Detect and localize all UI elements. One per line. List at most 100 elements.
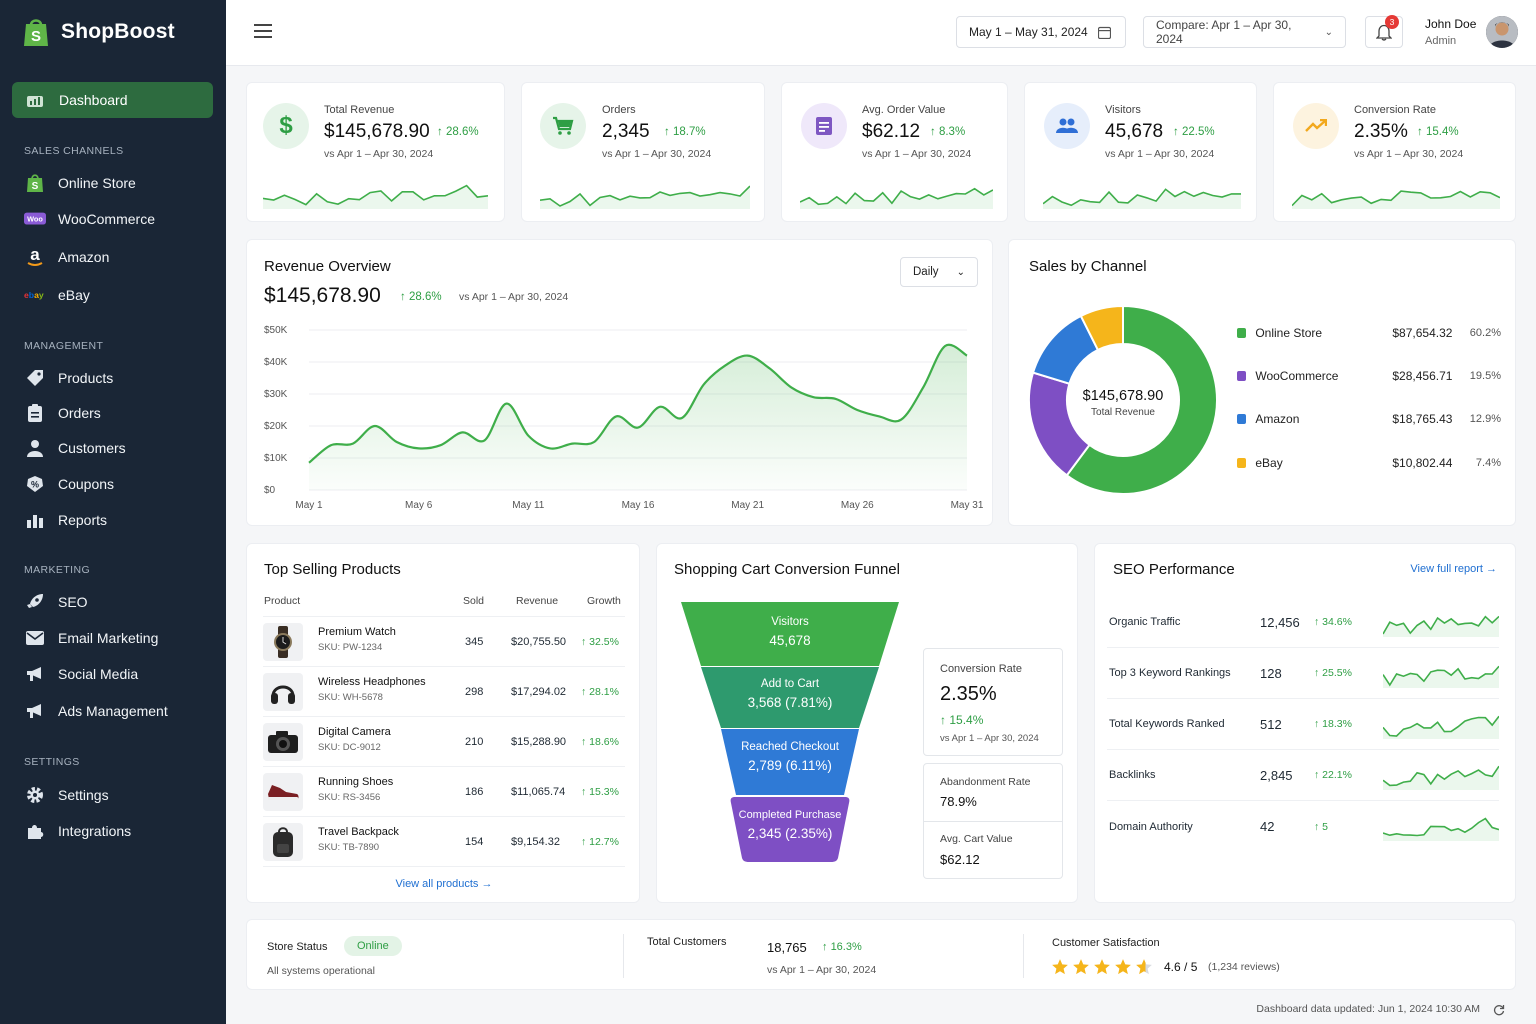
sidebar-item-products[interactable]: Products	[24, 366, 113, 390]
sidebar-item-dashboard[interactable]: Dashboard	[12, 82, 213, 118]
sidebar-item-customers[interactable]: Customers	[24, 436, 126, 460]
brand-logo[interactable]: S ShopBoost	[22, 16, 175, 48]
sidebar-item-amazon[interactable]: a Amazon	[24, 245, 109, 269]
table-row[interactable]: Premium Watch SKU: PW-1234 345 $20,755.5…	[263, 617, 625, 667]
funnel-stage-checkout[interactable]	[721, 729, 859, 795]
revenue-point[interactable]	[325, 439, 337, 451]
table-row[interactable]: Digital Camera SKU: DC-9012 210 $15,288.…	[263, 717, 625, 767]
sidebar-item-ads-management[interactable]: Ads Management	[24, 699, 168, 723]
backpack-icon	[263, 822, 303, 861]
revenue-point[interactable]	[588, 436, 600, 448]
revenue-point[interactable]	[961, 350, 973, 362]
seo-sparkline	[1383, 715, 1499, 739]
revenue-point[interactable]	[742, 350, 754, 362]
seo-metric-row[interactable]: Top 3 Keyword Rankings 128 ↑ 25.5%	[1107, 648, 1499, 699]
sidebar-item-email-marketing[interactable]: Email Marketing	[24, 626, 158, 650]
view-all-products-link[interactable]: View all products →	[247, 878, 641, 890]
legend-item-online-store[interactable]: Online Store $87,654.32 60.2%	[1237, 326, 1501, 340]
sidebar-item-seo[interactable]: SEO	[24, 590, 88, 614]
revenue-point[interactable]	[873, 410, 885, 422]
revenue-point[interactable]	[654, 401, 666, 413]
notifications-button[interactable]: 3	[1365, 15, 1403, 48]
kpi-card-visitors[interactable]: Visitors 45,678 ↑ 22.5% vs Apr 1 – Apr 3…	[1024, 82, 1257, 222]
revenue-point[interactable]	[851, 404, 863, 416]
view-full-report-link[interactable]: View full report →	[1410, 563, 1497, 575]
sidebar-item-ebay[interactable]: ebay eBay	[24, 283, 90, 307]
funnel-label: Completed Purchase 2,345 (2.35%)	[670, 809, 910, 841]
funnel-stage-visitors[interactable]	[681, 602, 899, 666]
seo-metric-row[interactable]: Backlinks 2,845 ↑ 22.1%	[1107, 750, 1499, 801]
refresh-button[interactable]	[1493, 1003, 1505, 1021]
trend-up-icon	[1293, 103, 1339, 149]
donut-slice-online-store[interactable]	[1065, 304, 1218, 495]
revenue-point[interactable]	[522, 430, 534, 442]
seo-metric-row[interactable]: Organic Traffic 12,456 ↑ 34.6%	[1107, 597, 1499, 648]
sidebar-item-integrations[interactable]: Integrations	[24, 819, 131, 843]
revenue-point[interactable]	[917, 382, 929, 394]
legend-item-ebay[interactable]: eBay $10,802.44 7.4%	[1237, 456, 1501, 470]
legend-item-woocommerce[interactable]: WooCommerce $28,456.71 19.5%	[1237, 369, 1501, 383]
user-menu[interactable]: John Doe Admin	[1425, 17, 1476, 47]
sidebar-item-coupons[interactable]: % Coupons	[24, 472, 114, 496]
revenue-point[interactable]	[478, 434, 490, 446]
kpi-card-total-revenue[interactable]: $ Total Revenue $145,678.90 ↑ 28.6% vs A…	[246, 82, 505, 222]
date-range-picker[interactable]: May 1 – May 31, 2024	[956, 16, 1126, 48]
sidebar-item-settings[interactable]: Settings	[24, 783, 109, 807]
growth-value: 18.6%	[589, 735, 619, 748]
sidebar-item-social-media[interactable]: Social Media	[24, 662, 138, 686]
compare-range-dropdown[interactable]: Compare: Apr 1 – Apr 30, 2024 ⌄	[1143, 16, 1346, 48]
legend-pct: 7.4%	[1475, 457, 1501, 469]
sidebar-item-online-store[interactable]: S Online Store	[24, 171, 136, 195]
amazon-icon: a	[27, 246, 43, 266]
revenue-point[interactable]	[720, 359, 732, 371]
revenue-point[interactable]	[500, 398, 512, 410]
revenue-point[interactable]	[895, 414, 907, 426]
avatar[interactable]	[1486, 16, 1518, 48]
donut-slice-ebay[interactable]	[1079, 304, 1124, 352]
table-row[interactable]: Wireless Headphones SKU: WH-5678 298 $17…	[263, 667, 625, 717]
kpi-card-conversion-rate[interactable]: Conversion Rate 2.35% ↑ 15.4% vs Apr 1 –…	[1273, 82, 1516, 222]
product-growth: ↑ 15.3%	[581, 785, 619, 798]
revenue-point[interactable]	[632, 422, 644, 434]
table-row[interactable]: Running Shoes SKU: RS-3456 186 $11,065.7…	[263, 767, 625, 817]
change-value: 18.3%	[1322, 718, 1352, 730]
sparkline-line	[263, 184, 488, 206]
seo-metric-row[interactable]: Domain Authority 42 ↑ 5	[1107, 801, 1499, 852]
product-sku: SKU: DC-9012	[318, 742, 381, 753]
revenue-point[interactable]	[391, 436, 403, 448]
revenue-point[interactable]	[764, 362, 776, 374]
revenue-point[interactable]	[786, 382, 798, 394]
top-bar: May 1 – May 31, 2024 Compare: Apr 1 – Ap…	[226, 0, 1536, 66]
table-row[interactable]: Travel Backpack SKU: TB-7890 154 $9,154.…	[263, 817, 625, 867]
revenue-point[interactable]	[807, 391, 819, 403]
sidebar-item-orders[interactable]: Orders	[24, 401, 101, 425]
revenue-point[interactable]	[676, 412, 688, 424]
revenue-point[interactable]	[457, 426, 469, 438]
revenue-point[interactable]	[610, 410, 622, 422]
funnel-stage-add-to-cart[interactable]	[701, 667, 879, 728]
revenue-point[interactable]	[829, 393, 841, 405]
revenue-point[interactable]	[369, 420, 381, 432]
sparkline-line	[540, 185, 750, 207]
revenue-point[interactable]	[698, 378, 710, 390]
revenue-point[interactable]	[435, 439, 447, 451]
revenue-point[interactable]	[347, 438, 359, 450]
sidebar-item-woocommerce[interactable]: Woo WooCommerce	[24, 207, 155, 231]
revenue-point[interactable]	[544, 442, 556, 454]
seo-metric-row[interactable]: Total Keywords Ranked 512 ↑ 18.3%	[1107, 699, 1499, 750]
avg-cart-value-label: Avg. Cart Value	[940, 833, 1013, 845]
change-value: 16.3%	[830, 941, 862, 953]
sidebar-item-reports[interactable]: Reports	[24, 508, 107, 532]
menu-toggle-button[interactable]	[254, 24, 272, 43]
funnel-card: Shopping Cart Conversion Funnel Visitors…	[656, 543, 1078, 903]
kpi-card-orders[interactable]: Orders 2,345 ↑ 18.7% vs Apr 1 – Apr 30, …	[521, 82, 765, 222]
revenue-point[interactable]	[939, 340, 951, 352]
kpi-card-avg-order-value[interactable]: Avg. Order Value $62.12 ↑ 8.3% vs Apr 1 …	[781, 82, 1008, 222]
revenue-point[interactable]	[566, 438, 578, 450]
revenue-point[interactable]	[413, 442, 425, 454]
revenue-point[interactable]	[303, 457, 315, 469]
funnel-stage-purchase[interactable]	[730, 797, 850, 862]
granularity-dropdown[interactable]: Daily ⌄	[900, 257, 978, 287]
sidebar-item-label: Reports	[58, 512, 108, 528]
legend-item-amazon[interactable]: Amazon $18,765.43 12.9%	[1237, 412, 1501, 426]
